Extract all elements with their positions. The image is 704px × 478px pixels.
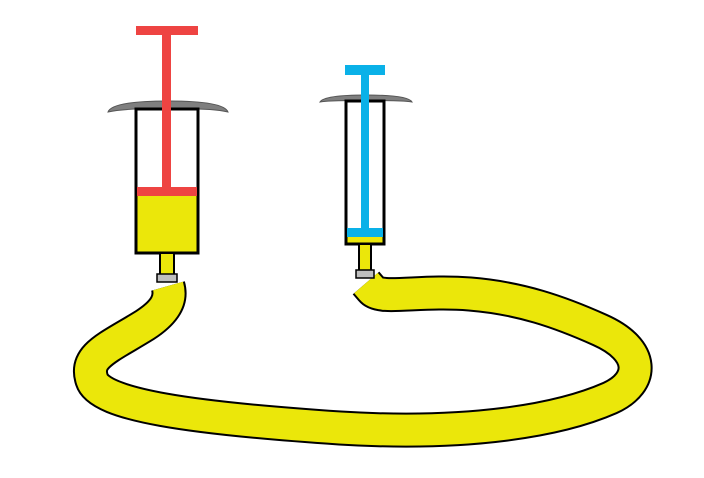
small-syringe-icon — [319, 65, 413, 279]
small-syringe-connector — [355, 269, 375, 279]
small-syringe-plunger-head — [347, 228, 383, 237]
tube-fluid — [75, 272, 651, 446]
small-syringe-plunger-handle — [345, 65, 385, 75]
large-syringe-plunger-handle — [136, 26, 198, 35]
large-syringe-connector — [156, 273, 178, 283]
tube-icon — [73, 271, 653, 448]
large-syringe-nozzle — [159, 252, 175, 276]
large-syringe-plunger-head — [137, 187, 197, 196]
small-syringe-plunger-rod — [361, 74, 369, 230]
large-syringe-plunger-rod — [162, 33, 171, 193]
large-syringe-fluid — [136, 195, 198, 253]
small-syringe-fluid — [346, 236, 384, 244]
large-syringe-icon — [107, 26, 229, 283]
small-syringe-nozzle — [358, 243, 372, 272]
